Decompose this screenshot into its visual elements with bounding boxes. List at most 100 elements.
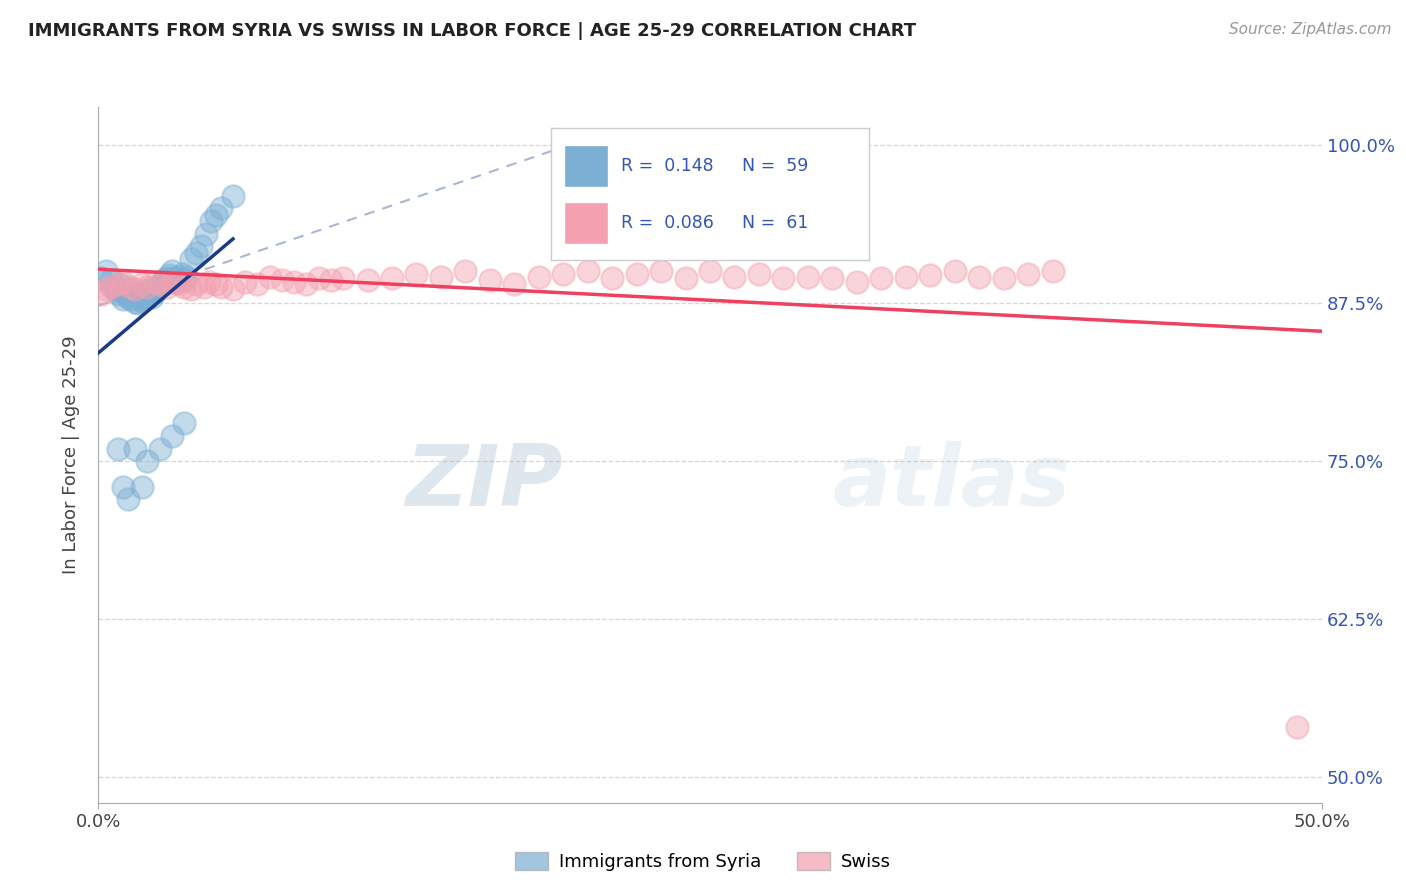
Point: [1042, 264, 1064, 278]
Point: [136, 454, 159, 468]
Point: [141, 290, 163, 304]
Point: [295, 277, 318, 292]
Point: [772, 270, 794, 285]
Point: [111, 285, 134, 299]
Point: [143, 285, 166, 299]
Point: [209, 279, 232, 293]
Point: [131, 287, 153, 301]
Point: [205, 208, 228, 222]
Point: [101, 279, 124, 293]
Point: [104, 284, 127, 298]
Point: [626, 267, 648, 281]
Point: [246, 277, 269, 292]
Point: [163, 270, 186, 285]
Point: [1286, 720, 1309, 734]
Point: [153, 273, 176, 287]
Point: [141, 282, 163, 296]
Point: [195, 227, 218, 241]
Point: [111, 293, 134, 307]
Point: [553, 267, 575, 281]
Point: [131, 479, 153, 493]
Point: [176, 269, 198, 284]
Point: [797, 269, 820, 284]
Point: [1017, 267, 1039, 281]
Point: [180, 252, 202, 266]
Point: [186, 277, 208, 292]
Text: IMMIGRANTS FROM SYRIA VS SWISS IN LABOR FORCE | AGE 25-29 CORRELATION CHART: IMMIGRANTS FROM SYRIA VS SWISS IN LABOR …: [28, 22, 917, 40]
Point: [173, 273, 195, 287]
Point: [190, 239, 212, 253]
Point: [90, 287, 112, 301]
Point: [136, 284, 159, 298]
Text: atlas: atlas: [832, 442, 1070, 524]
Point: [967, 269, 990, 284]
Point: [127, 296, 149, 310]
Point: [149, 278, 172, 293]
Point: [107, 287, 129, 301]
Point: [149, 442, 172, 456]
Point: [157, 268, 180, 283]
Point: [166, 275, 188, 289]
Point: [200, 214, 222, 228]
Point: [139, 285, 162, 300]
Point: [156, 270, 179, 285]
Point: [110, 277, 132, 292]
Point: [94, 264, 117, 278]
Point: [107, 277, 129, 292]
Point: [173, 279, 195, 293]
Point: [180, 282, 202, 296]
Point: [167, 269, 190, 284]
Point: [319, 273, 342, 287]
Point: [870, 270, 893, 285]
Point: [283, 275, 305, 289]
Point: [356, 273, 378, 287]
Point: [943, 264, 966, 278]
Point: [845, 275, 868, 289]
Point: [197, 275, 219, 289]
Point: [821, 270, 844, 285]
Point: [308, 270, 330, 285]
Y-axis label: In Labor Force | Age 25-29: In Labor Force | Age 25-29: [62, 335, 80, 574]
Point: [121, 285, 143, 299]
Point: [107, 442, 129, 456]
Point: [259, 269, 281, 284]
Point: [209, 201, 232, 215]
Point: [90, 270, 112, 285]
Point: [186, 245, 208, 260]
Point: [332, 270, 354, 285]
Point: [222, 188, 245, 202]
Point: [111, 479, 134, 493]
Point: [233, 275, 256, 289]
Point: [723, 269, 745, 284]
Point: [454, 264, 477, 278]
Point: [117, 492, 139, 507]
Point: [131, 277, 153, 292]
Point: [381, 270, 404, 285]
Point: [120, 287, 142, 301]
Point: [129, 293, 152, 307]
Point: [167, 277, 190, 292]
Point: [136, 279, 159, 293]
Point: [94, 282, 117, 296]
Point: [111, 275, 134, 289]
Point: [120, 279, 142, 293]
Point: [149, 277, 172, 292]
Point: [117, 282, 139, 296]
Text: ZIP: ZIP: [405, 442, 564, 524]
Point: [405, 267, 427, 281]
Point: [193, 279, 215, 293]
Point: [100, 273, 122, 287]
Point: [117, 290, 139, 304]
Point: [993, 270, 1015, 285]
Point: [134, 285, 156, 300]
Point: [114, 285, 136, 300]
Point: [920, 268, 942, 283]
Point: [160, 264, 183, 278]
Point: [127, 290, 149, 304]
Point: [170, 267, 193, 281]
Point: [120, 293, 142, 307]
Point: [124, 442, 146, 456]
Point: [156, 279, 179, 293]
Point: [160, 275, 183, 289]
Point: [124, 294, 146, 309]
